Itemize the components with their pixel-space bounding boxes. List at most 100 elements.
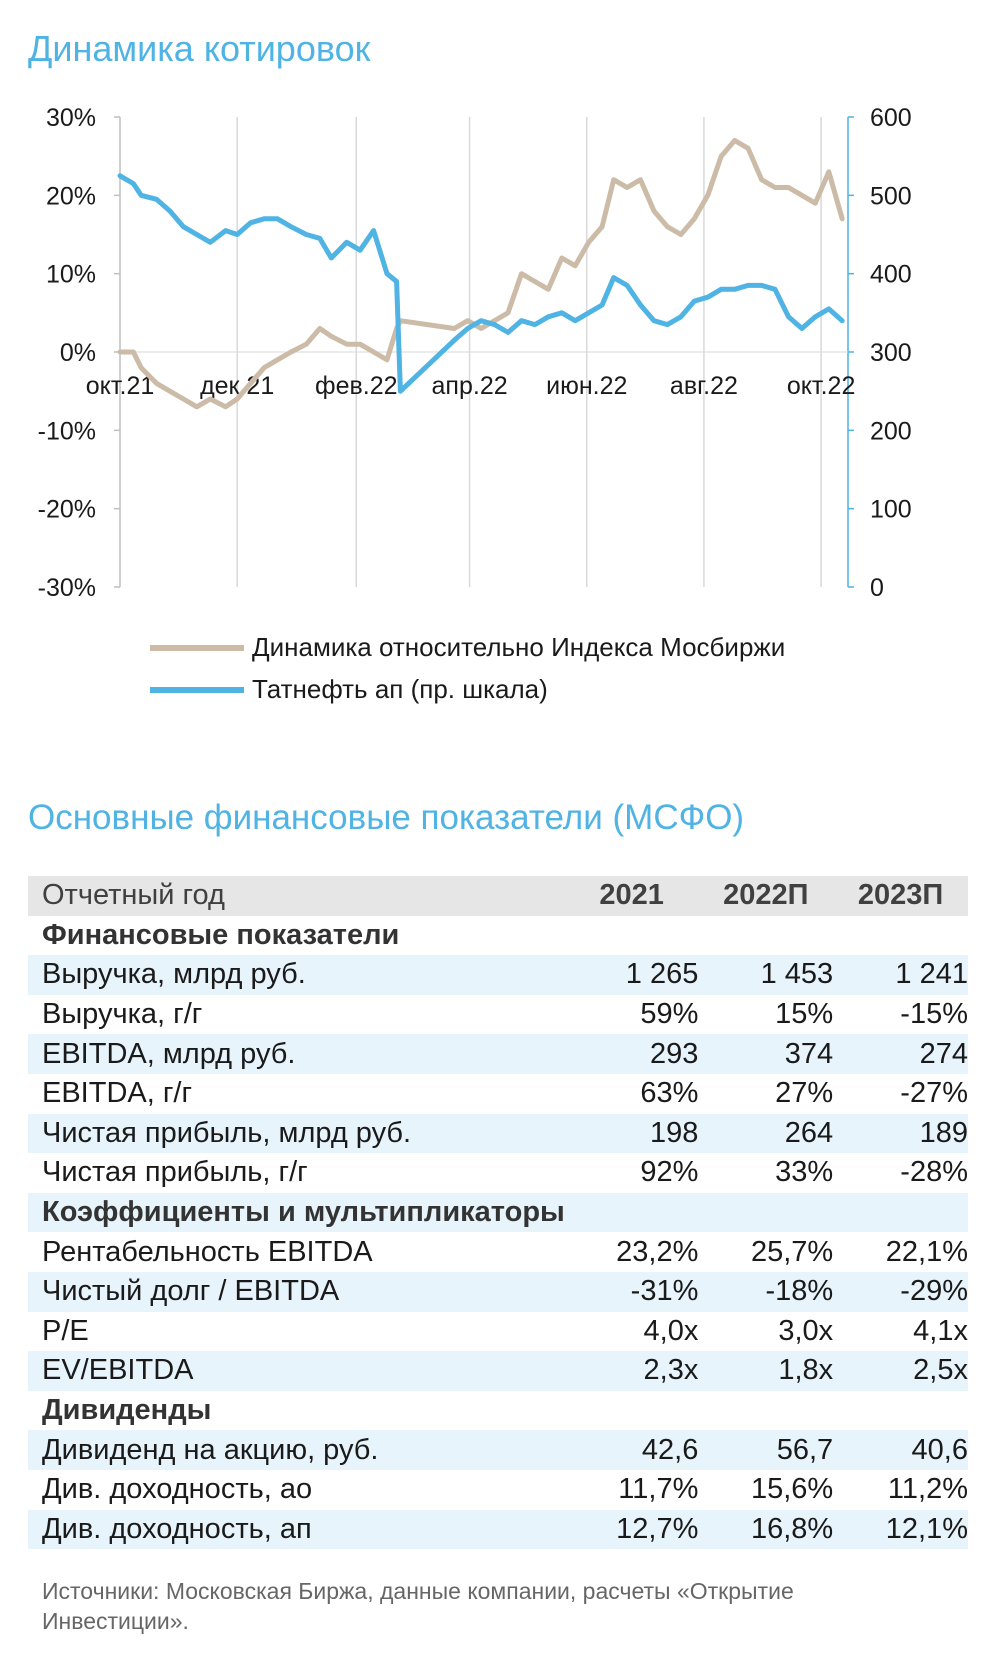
x-tick-label: апр.22 [432, 372, 508, 400]
row-value: 2,5x [833, 1351, 968, 1391]
row-value: 11,2% [887, 1473, 968, 1506]
row-value: 42,6 [564, 1430, 699, 1470]
row-value: 56,7 [698, 1430, 834, 1470]
y-right-tick-label: 600 [870, 104, 912, 132]
table-row: P/E 4,0x 3,0x 4,1x [28, 1312, 968, 1352]
row-value: 374 [698, 1034, 834, 1074]
row-value: 40,6 [833, 1430, 968, 1470]
series-line-price [117, 173, 845, 394]
y-left-tick-label: 0% [60, 339, 96, 367]
table-row: Чистый долг / EBITDA -31% -18% -29% [28, 1271, 968, 1312]
section-title: Коэффициенты и мультипликаторы [28, 1192, 565, 1233]
row-label: Дивиденд на акцию, руб. [28, 1430, 565, 1470]
row-value: 16,8% [698, 1509, 834, 1550]
table-row: EBITDA, г/г 63% 27% -27% [28, 1074, 968, 1114]
header-label: Отчетный год [28, 876, 565, 916]
x-tick-label: авг.22 [670, 372, 738, 400]
financials-table: Отчетный год 2021 2022П 2023П Финансовые пок… [28, 876, 968, 1550]
table-row: Чистая прибыль, г/г 92% 33% -28% [28, 1153, 968, 1193]
row-value: 59% [640, 998, 699, 1031]
table-row: Выручка, г/г 59% 15% -15% [28, 995, 968, 1035]
table-row: EBITDA, млрд руб. 293 374 274 [28, 1034, 968, 1074]
y-left-tick-label: 30% [46, 104, 96, 132]
row-value: 22,1% [885, 1235, 968, 1268]
table-title: Основные финансовые показатели (МСФО) [28, 798, 745, 837]
row-value [698, 1192, 834, 1233]
row-value: 2,3x [564, 1351, 699, 1391]
row-value: 25,7% [750, 1235, 834, 1268]
y-left-tick-label: -30% [38, 574, 96, 602]
row-value [698, 916, 833, 956]
x-tick-label: фев.22 [315, 372, 398, 400]
row-value: 4,1x [913, 1314, 968, 1347]
y-left-tick-label: -10% [38, 417, 96, 445]
y-right-tick-label: 500 [870, 182, 912, 210]
legend-item-relative: Динамика относительно Индекса Мосбиржи [150, 632, 785, 663]
row-label: EV/EBITDA [28, 1351, 565, 1391]
row-value [565, 916, 699, 956]
legend-swatch-price [150, 686, 244, 693]
table-row: Выручка, млрд руб. 1 265 1 453 1 241 [28, 955, 968, 995]
table-row: Дивиденд на акцию, руб. 42,6 56,7 40,6 [28, 1430, 968, 1470]
quotes-chart: 30% 20% 10% 0% -10% -20% -30% 600 500 400 300 200 10… [38, 104, 912, 602]
y-left-tick-label: 20% [46, 182, 96, 210]
row-value [833, 1192, 968, 1233]
row-value: 33% [775, 1156, 834, 1189]
row-label: Чистая прибыль, г/г [42, 1156, 308, 1189]
row-label: Див. доходность, ап [28, 1509, 565, 1550]
row-value [833, 916, 968, 956]
row-value: -27% [900, 1077, 968, 1110]
y-right-tick-label: 400 [870, 261, 912, 289]
row-label: Выручка, млрд руб. [28, 955, 565, 995]
row-label: P/E [42, 1314, 89, 1347]
row-value: 92% [640, 1156, 699, 1189]
row-value: 15% [775, 998, 834, 1031]
row-value: 189 [833, 1113, 968, 1154]
x-tick-label: окт.21 [86, 372, 155, 400]
row-value: -29% [833, 1271, 968, 1312]
row-value: 12,1% [833, 1509, 968, 1550]
legend-swatch-relative [150, 644, 244, 651]
table-row: Див. доходность, ао 11,7% 15,6% 11,2% [28, 1470, 968, 1510]
table-row: EV/EBITDA 2,3x 1,8x 2,5x [28, 1351, 968, 1391]
table-row: Див. доходность, ап 12,7% 16,8% 12,1% [28, 1509, 968, 1550]
section-row: Дивиденды [28, 1391, 968, 1431]
section-row: Финансовые показатели [28, 916, 968, 956]
row-value: 63% [640, 1077, 699, 1110]
legend-label-relative: Динамика относительно Индекса Мосбиржи [252, 632, 786, 662]
row-value: 15,6% [750, 1473, 834, 1506]
x-tick-label: июн.22 [546, 372, 627, 400]
table-row: Рентабельность EBITDA 23,2% 25,7% 22,1% [28, 1232, 968, 1272]
series-line-relative [117, 138, 845, 410]
row-label: EBITDA, г/г [42, 1077, 193, 1110]
row-value: -28% [900, 1156, 968, 1189]
legend-label-price: Татнефть ап (пр. шкала) [252, 674, 548, 704]
source-note: Источники: Московская Биржа, данные комп… [42, 1578, 794, 1634]
row-label: Чистый долг / EBITDA [28, 1271, 565, 1312]
row-label: Див. доходность, ао [42, 1473, 313, 1506]
row-label: Чистая прибыль, млрд руб. [28, 1113, 565, 1154]
header-year: 2023П [833, 876, 968, 916]
row-value: -18% [698, 1271, 834, 1312]
row-value: 3,0x [778, 1314, 834, 1347]
section-title: Дивиденды [42, 1394, 212, 1427]
y-left-tick-label: -20% [38, 496, 96, 524]
row-value: 4,0x [643, 1314, 699, 1347]
row-value: 27% [775, 1077, 834, 1110]
row-label: Рентабельность EBITDA [42, 1235, 373, 1268]
header-year: 2021 [564, 876, 699, 916]
row-value: 1 265 [564, 955, 699, 995]
table-header-row: Отчетный год 2021 2022П 2023П [28, 876, 968, 916]
y-right-tick-label: 200 [870, 417, 912, 445]
row-label: EBITDA, млрд руб. [28, 1034, 565, 1074]
section-title: Финансовые показатели [42, 918, 400, 951]
row-label: Выручка, г/г [42, 998, 203, 1031]
row-value: 12,7% [564, 1509, 699, 1550]
row-value: 1,8x [698, 1351, 834, 1391]
x-tick-label: окт.22 [787, 372, 856, 400]
row-value [698, 1391, 833, 1431]
y-left-tick-label: 10% [46, 261, 96, 289]
y-right-tick-label: 300 [870, 339, 912, 367]
row-value [833, 1391, 968, 1431]
legend-item-price: Татнефть ап (пр. шкала) [150, 674, 548, 705]
